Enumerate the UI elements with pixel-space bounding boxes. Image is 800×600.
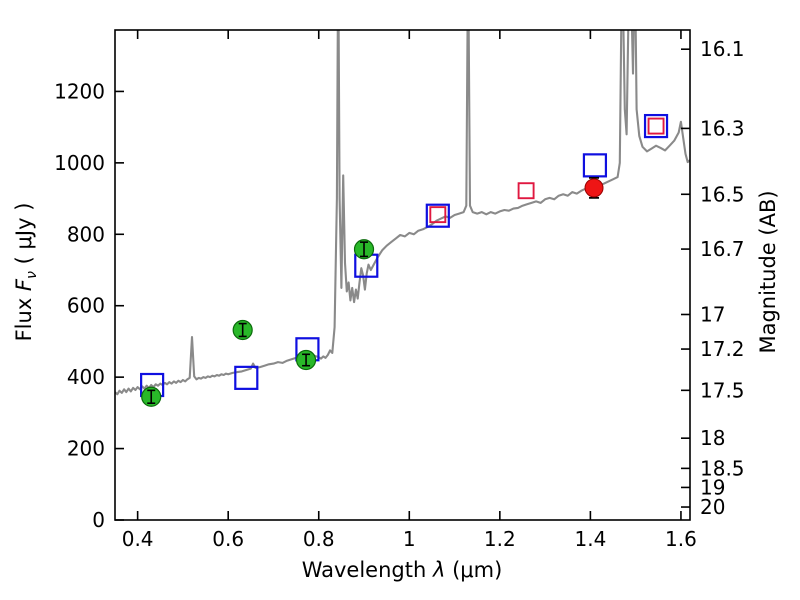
mag-tick-label-right: 20 — [700, 495, 725, 519]
mag-tick-label-right: 18 — [700, 426, 725, 450]
y-axis-label-left: Flux Fν ( μJy ) — [12, 203, 40, 342]
red-square-marker — [429, 206, 447, 224]
x-tick-label: 1.6 — [665, 527, 697, 551]
lambda-symbol: λ — [432, 558, 446, 582]
mag-tick-label-right: 17 — [700, 302, 725, 326]
y-tick-label-left: 400 — [67, 365, 105, 389]
blue-square-marker — [582, 153, 608, 178]
spectrum-line — [115, 30, 690, 396]
mag-tick-label-right: 16.5 — [700, 182, 745, 206]
x-axis-label: Wavelength λ (μm) — [302, 558, 503, 582]
blue-square-marker — [425, 203, 450, 228]
flux-symbol: F — [11, 278, 36, 292]
y-tick-label-left: 200 — [67, 437, 105, 461]
y-tick-label-left: 600 — [67, 294, 105, 318]
x-axis-label-text: Wavelength — [301, 558, 433, 582]
red-circle-marker — [584, 178, 604, 198]
mag-tick-label-right: 17.5 — [700, 378, 745, 402]
x-tick-label: 1.2 — [484, 527, 516, 551]
flux-subscript-nu: ν — [24, 271, 41, 279]
mag-tick-label-right: 17.2 — [700, 337, 745, 361]
mag-tick-label-right: 16.1 — [700, 37, 745, 61]
x-tick-label: 0.8 — [303, 527, 335, 551]
y-tick-label-left: 1000 — [54, 151, 105, 175]
x-tick-label: 0.6 — [212, 527, 244, 551]
plot-area — [115, 30, 690, 396]
x-tick-label: 0.4 — [122, 527, 154, 551]
mag-tick-label-right: 19 — [700, 475, 725, 499]
red-square-marker — [647, 117, 665, 135]
x-axis-label-unit: (μm) — [445, 558, 503, 582]
y-tick-label-left: 1200 — [54, 79, 105, 103]
y-tick-label-left: 0 — [92, 508, 105, 532]
blue-square-marker — [643, 113, 669, 139]
mag-tick-label-right: 16.7 — [700, 237, 745, 261]
blue-square-marker — [234, 365, 259, 390]
x-tick-label: 1 — [403, 527, 416, 551]
axes-frame — [114, 29, 691, 521]
y-axis-label-right: Magnitude (AB) — [756, 190, 780, 354]
y-tick-label-left: 800 — [67, 222, 105, 246]
x-tick-label: 1.4 — [574, 527, 606, 551]
flux-label-unit: ( μJy ) — [11, 202, 36, 272]
mag-tick-label-right: 16.3 — [700, 116, 745, 140]
red-square-marker — [517, 182, 535, 200]
flux-label-text: Flux — [11, 291, 36, 342]
mag-tick-label-right: 18.5 — [700, 456, 745, 480]
